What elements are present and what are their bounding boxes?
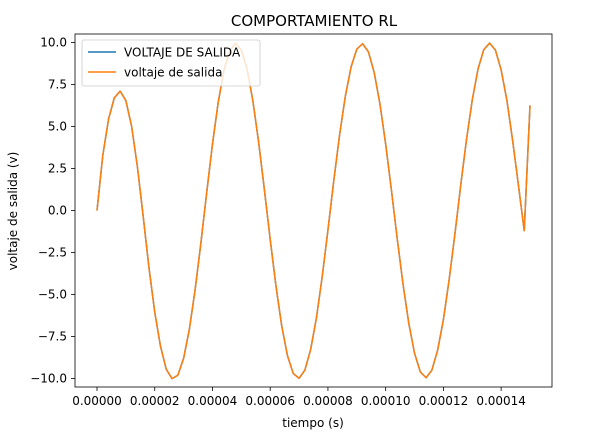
x-tick-label: 0.00004 — [188, 394, 238, 408]
series-line-2 — [96, 42, 531, 380]
y-tick-label: −2.5 — [38, 246, 67, 260]
y-tick-label: 10.0 — [40, 35, 67, 49]
legend: VOLTAJE DE SALIDA voltaje de salida — [81, 39, 261, 87]
y-tick-label: −5.0 — [38, 288, 67, 302]
series-layer — [96, 42, 531, 380]
y-tick-label: −7.5 — [38, 330, 67, 344]
x-tick-label: 0.00006 — [245, 394, 295, 408]
y-axis-ticks: 10.0 7.5 5.0 2.5 0.0 −2.5 −5.0 −7.5 −10.0 — [30, 35, 75, 386]
y-tick-label: −10.0 — [30, 372, 67, 386]
x-tick-label: 0.00010 — [361, 394, 411, 408]
chart-title: COMPORTAMIENTO RL — [231, 12, 398, 30]
x-tick-label: 0.00000 — [72, 394, 122, 408]
x-tick-label: 0.00012 — [419, 394, 469, 408]
y-tick-label: 0.0 — [48, 204, 67, 218]
legend-label-series-1: VOLTAJE DE SALIDA — [124, 46, 241, 60]
series-line-1 — [96, 42, 531, 380]
legend-label-series-2: voltaje de salida — [124, 66, 222, 80]
y-tick-label: 7.5 — [48, 77, 67, 91]
x-axis-ticks: 0.00000 0.00002 0.00004 0.00006 0.00008 0.000… — [72, 387, 526, 408]
legend-box — [81, 39, 261, 87]
y-tick-label: 2.5 — [48, 161, 67, 175]
y-axis-label: voltaje de salida (v) — [6, 152, 20, 271]
x-tick-label: 0.00008 — [303, 394, 353, 408]
x-tick-label: 0.00014 — [476, 394, 526, 408]
x-axis-label: tiempo (s) — [282, 416, 344, 430]
y-tick-label: 5.0 — [48, 119, 67, 133]
x-tick-label: 0.00002 — [130, 394, 180, 408]
